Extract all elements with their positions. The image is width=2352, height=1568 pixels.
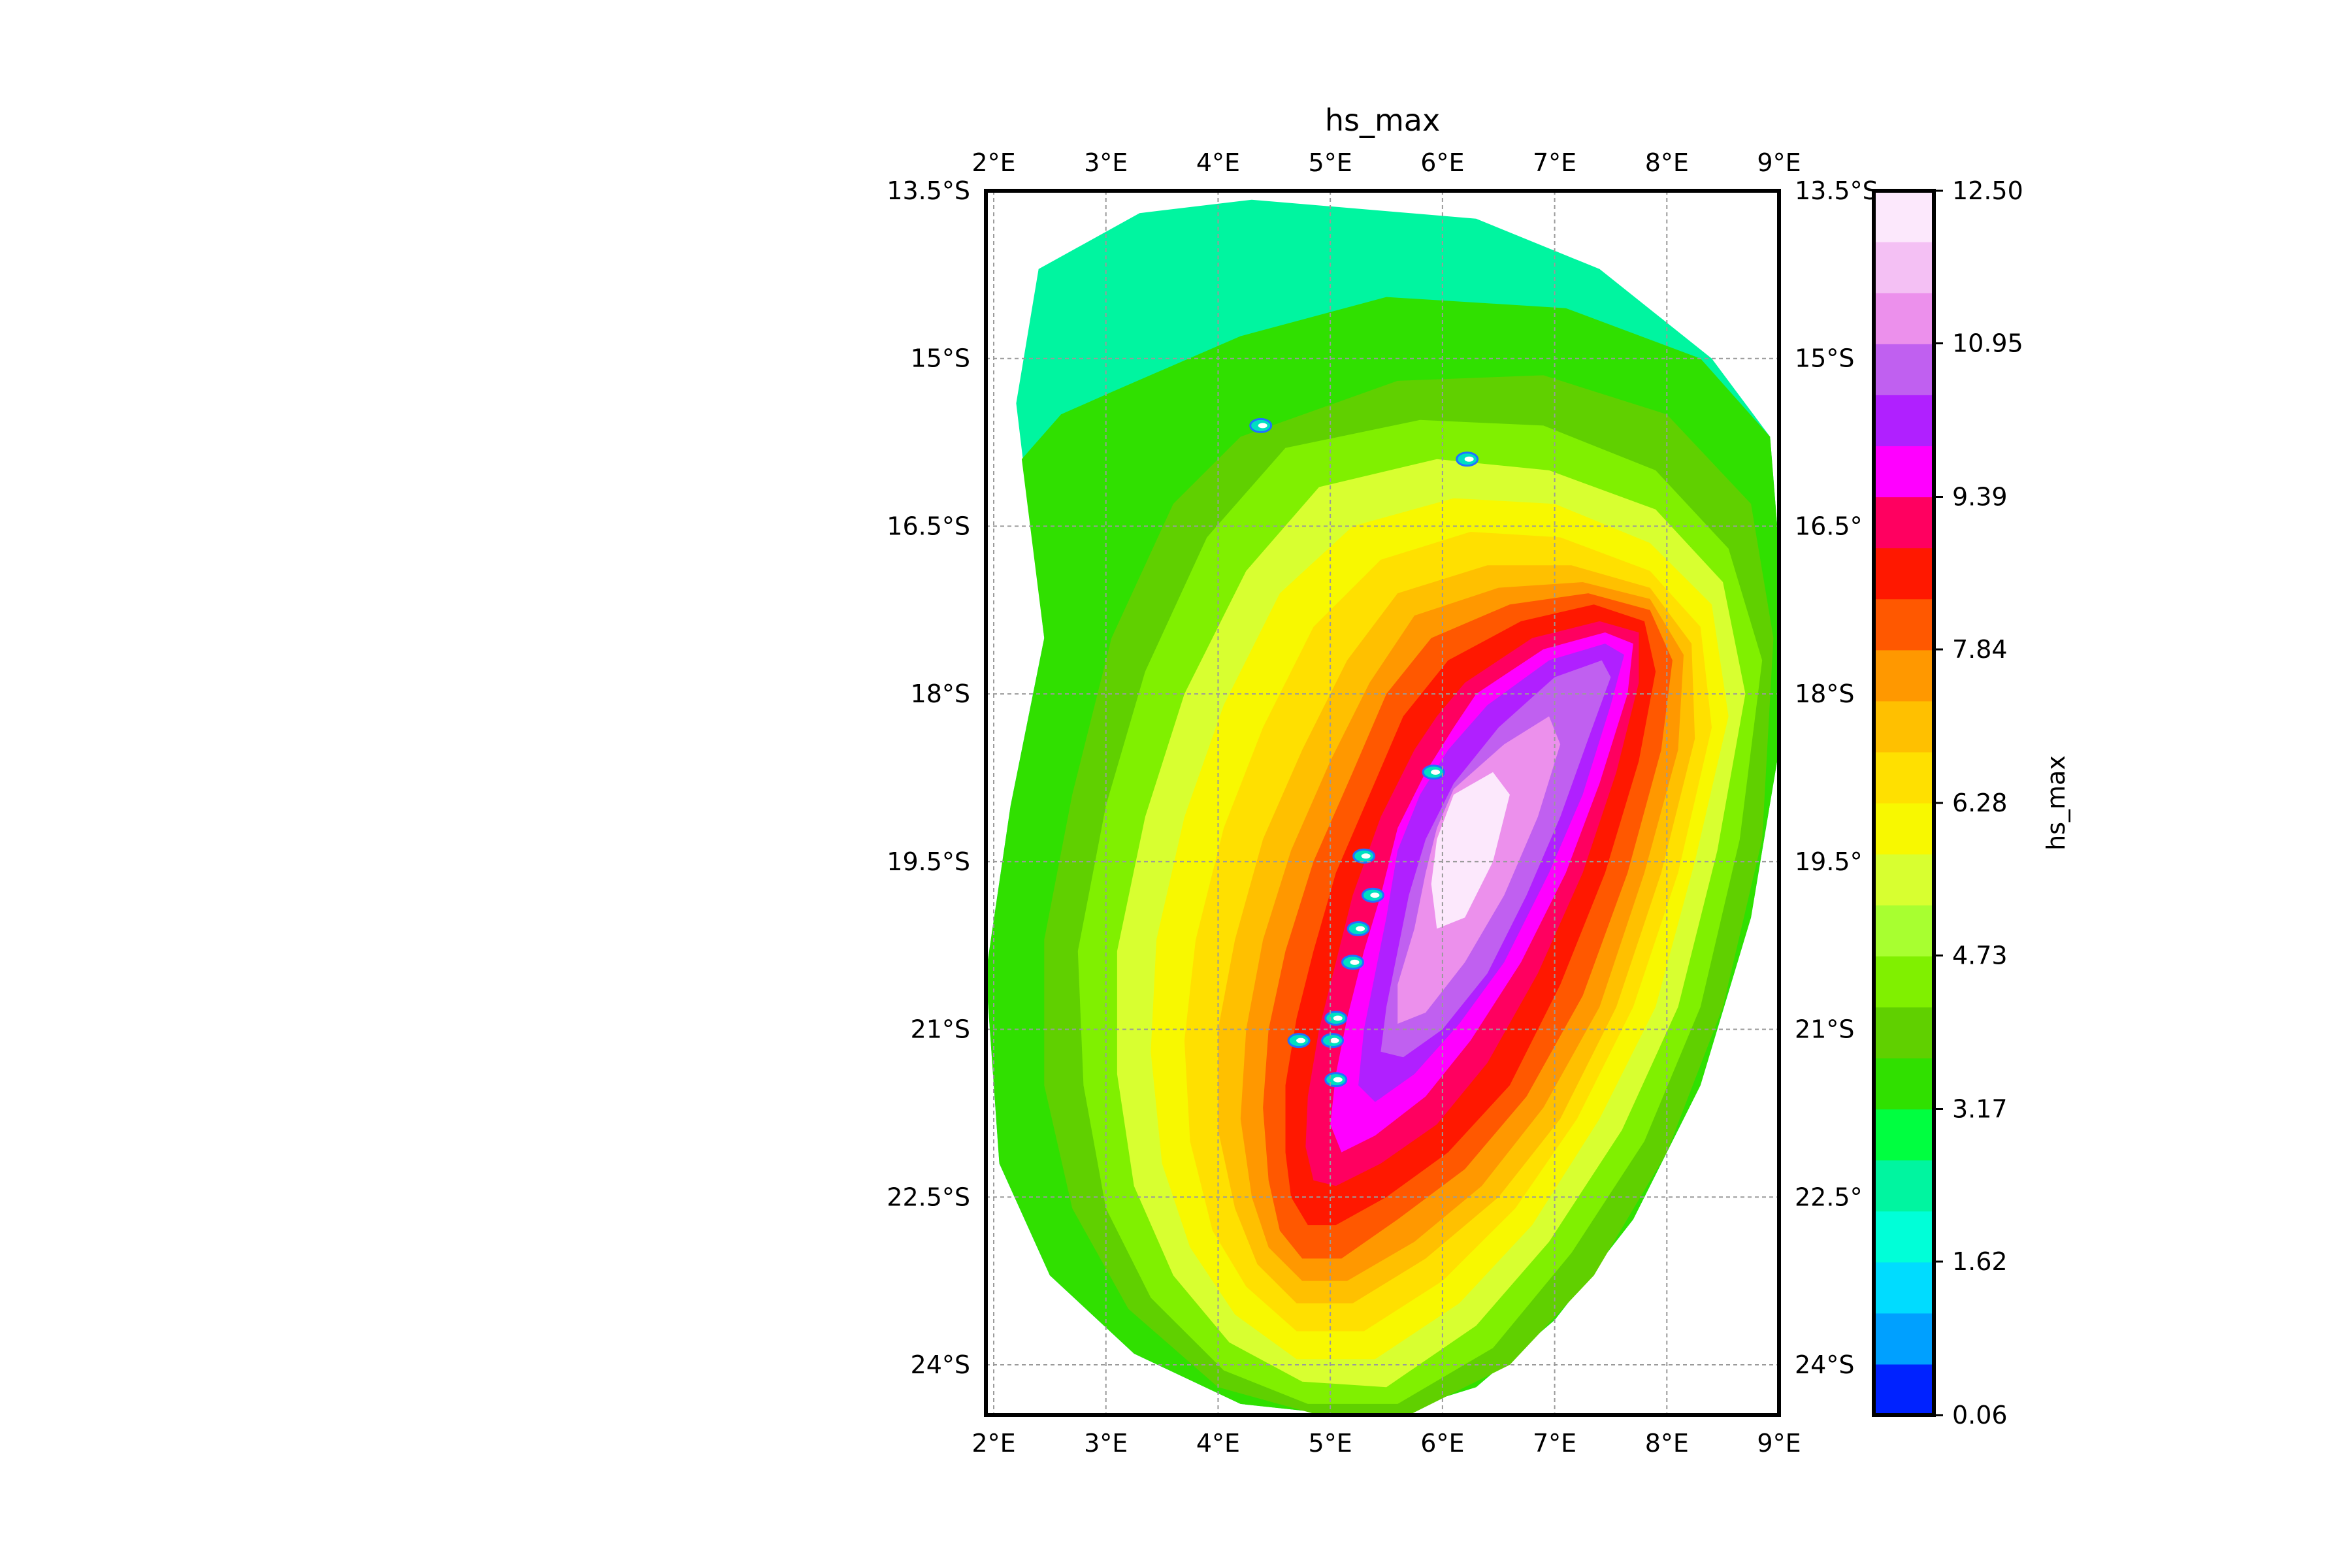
- lon-tick-label-bottom: 5°E: [1309, 1429, 1352, 1458]
- map-frame: [984, 189, 1781, 1417]
- lon-tick-label-bottom: 7°E: [1533, 1429, 1576, 1458]
- island-core: [1333, 1077, 1343, 1083]
- lat-tick-label-right: 22.5°: [1795, 1183, 1863, 1211]
- lon-tick-label-top: 2°E: [972, 148, 1015, 177]
- colorbar-swatch: [1874, 446, 1934, 498]
- colorbar-swatch: [1874, 700, 1934, 753]
- lat-tick-label-left: 15°S: [911, 344, 970, 373]
- island-core: [1431, 769, 1441, 775]
- colorbar-label: hs_max: [2042, 755, 2070, 851]
- contour-band: [1442, 789, 1482, 868]
- lon-tick-label-bottom: 3°E: [1084, 1429, 1128, 1458]
- colorbar-tick-label: 10.95: [1952, 329, 2023, 357]
- colorbar-tick-label: 1.62: [1952, 1247, 2008, 1276]
- colorbar-swatch: [1874, 803, 1934, 855]
- colorbar-swatch: [1874, 344, 1934, 395]
- map-gridlines: [986, 191, 1779, 1415]
- colorbar-swatch: [1874, 1160, 1934, 1212]
- lon-tick-label-top: 8°E: [1645, 148, 1689, 177]
- lon-tick-label-bottom: 9°E: [1757, 1429, 1801, 1458]
- wave-height-contours: [986, 199, 1779, 1415]
- lon-tick-label-bottom: 4°E: [1196, 1429, 1240, 1458]
- colorbar-swatch: [1874, 1364, 1934, 1416]
- colorbar-swatch: [1874, 242, 1934, 293]
- colorbar-tick-label: 7.84: [1952, 635, 2008, 664]
- lon-tick-label-top: 3°E: [1084, 148, 1128, 177]
- island-core: [1350, 959, 1360, 965]
- lon-tick-label-bottom: 8°E: [1645, 1429, 1689, 1458]
- colorbar-swatch: [1874, 649, 1934, 702]
- colorbar-tick-label: 0.06: [1952, 1401, 2008, 1429]
- longitude-ticks: 2°E 2°E 3°E 3°E 4°E 4°E 5°E 5°E 6°E 6°E 7°E 7°E 8°E 8…: [972, 148, 1801, 1458]
- colorbar: [1874, 191, 1934, 1416]
- colorbar-swatch: [1874, 547, 1934, 600]
- colorbar-tick-label: 3.17: [1952, 1095, 2008, 1124]
- colorbar-swatch: [1874, 497, 1934, 549]
- lat-tick-label-left: 18°S: [911, 679, 970, 708]
- lat-tick-label-left: 16.5°S: [887, 512, 970, 540]
- lat-tick-label-right: 15°S: [1795, 344, 1854, 373]
- colorbar-tick-label: 12.50: [1952, 176, 2023, 205]
- colorbar-swatch: [1874, 751, 1934, 804]
- lon-tick-label-top: 6°E: [1420, 148, 1464, 177]
- island-core: [1370, 892, 1380, 898]
- colorbar-swatch: [1874, 1109, 1934, 1161]
- lon-tick-label-bottom: 2°E: [972, 1429, 1015, 1458]
- island-core: [1296, 1037, 1306, 1043]
- island-core: [1464, 456, 1474, 462]
- lon-tick-label-bottom: 6°E: [1420, 1429, 1464, 1458]
- colorbar-swatch: [1874, 956, 1934, 1007]
- lon-tick-label-top: 5°E: [1309, 148, 1352, 177]
- colorbar-swatch: [1874, 1007, 1934, 1059]
- lon-tick-label-top: 9°E: [1757, 148, 1801, 177]
- island-core: [1330, 1037, 1339, 1043]
- colorbar-tick-label: 6.28: [1952, 789, 2008, 817]
- colorbar-swatch: [1874, 1058, 1934, 1110]
- lat-tick-label-right: 16.5°: [1795, 512, 1863, 540]
- lat-tick-label-left: 13.5°S: [887, 176, 970, 205]
- colorbar-ticks: 12.50 10.95 9.39 7.84 6.28 4.73 3.17 1.62 0.06: [1934, 176, 2023, 1429]
- lat-tick-label-left: 24°S: [911, 1350, 970, 1379]
- lat-tick-label-right: 19.5°: [1795, 847, 1863, 876]
- lat-tick-label-right: 18°S: [1795, 679, 1854, 708]
- lat-tick-label-left: 19.5°S: [887, 847, 970, 876]
- island-core: [1356, 926, 1365, 932]
- lat-tick-label-right: 24°S: [1795, 1350, 1854, 1379]
- lat-tick-label-right: 21°S: [1795, 1015, 1854, 1044]
- colorbar-swatch: [1874, 191, 1934, 242]
- island-core: [1361, 853, 1371, 859]
- lat-tick-label-left: 22.5°S: [887, 1183, 970, 1211]
- colorbar-swatch: [1874, 854, 1934, 906]
- lon-tick-label-top: 4°E: [1196, 148, 1240, 177]
- island-core: [1333, 1015, 1343, 1021]
- colorbar-tick-label: 9.39: [1952, 483, 2008, 512]
- colorbar-swatch: [1874, 1211, 1934, 1263]
- map-title: hs_max: [1325, 103, 1440, 138]
- colorbar-swatch: [1874, 395, 1934, 447]
- lat-tick-label-left: 21°S: [911, 1015, 970, 1044]
- colorbar-swatch: [1874, 598, 1934, 651]
- colorbar-swatch: [1874, 1262, 1934, 1314]
- lat-tick-label-right: 13.5°S: [1795, 176, 1878, 205]
- colorbar-tick-label: 4.73: [1952, 941, 2008, 970]
- colorbar-swatch: [1874, 1313, 1934, 1365]
- colorbar-swatch: [1874, 293, 1934, 344]
- lon-tick-label-top: 7°E: [1533, 148, 1576, 177]
- latitude-ticks: 13.5°S 13.5°S 15°S 15°S 16.5°S 16.5° 18°S 18°S 1…: [887, 176, 1878, 1379]
- island-core: [1258, 423, 1267, 429]
- colorbar-swatch: [1874, 905, 1934, 956]
